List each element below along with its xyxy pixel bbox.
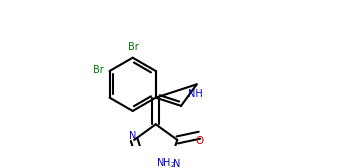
Text: N: N: [174, 159, 181, 168]
Text: Br: Br: [93, 65, 103, 75]
Text: NH: NH: [188, 89, 203, 99]
Text: N: N: [129, 131, 137, 141]
Text: NH$_2$: NH$_2$: [156, 156, 176, 168]
Text: Br: Br: [129, 42, 139, 52]
Text: O: O: [195, 136, 204, 146]
